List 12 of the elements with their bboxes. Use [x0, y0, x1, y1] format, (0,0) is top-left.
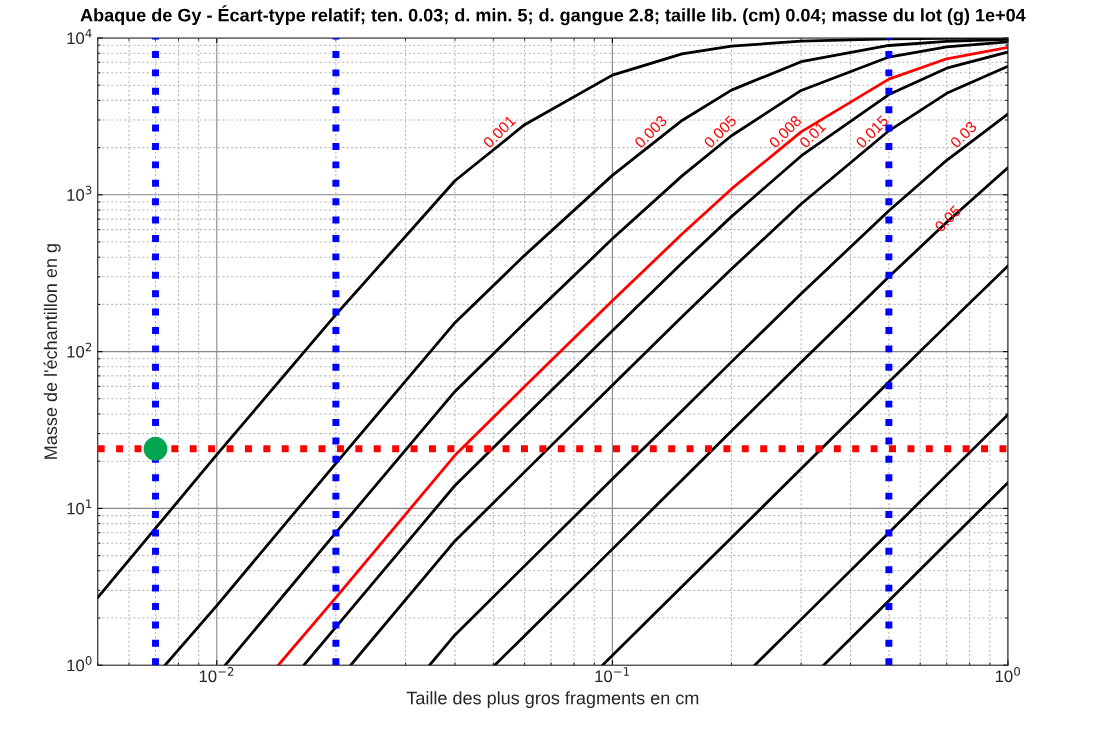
x-tick-label: 10$^{0}$ [995, 666, 1020, 683]
x-axis-title: Taille des plus gros fragments en cm [406, 691, 699, 708]
x-tick-label: 10$^{−2}$ [199, 666, 234, 683]
x-tick-label: 10$^{−1}$ [595, 667, 629, 683]
y-tick-label: 10$^{3}$ [67, 185, 92, 201]
y-tick-label: 10$^{1}$ [67, 499, 92, 515]
y-tick-label: 10$^{0}$ [67, 656, 92, 672]
chart-title: Abaque de Gy - Écart-type relatif; ten. 0.03; d. min. 5; d. gangue 2.8; taille lib. (cm) 0.04; masse du lot (g) 1e+04 [80, 5, 1026, 26]
text: 0.03 [949, 120, 978, 149]
y-axis-title: Masse de l'échantillon en g [43, 244, 61, 459]
y-tick-label: 10$^{2}$ [67, 342, 92, 358]
y-tick-label: 10$^{4}$ [67, 29, 92, 45]
